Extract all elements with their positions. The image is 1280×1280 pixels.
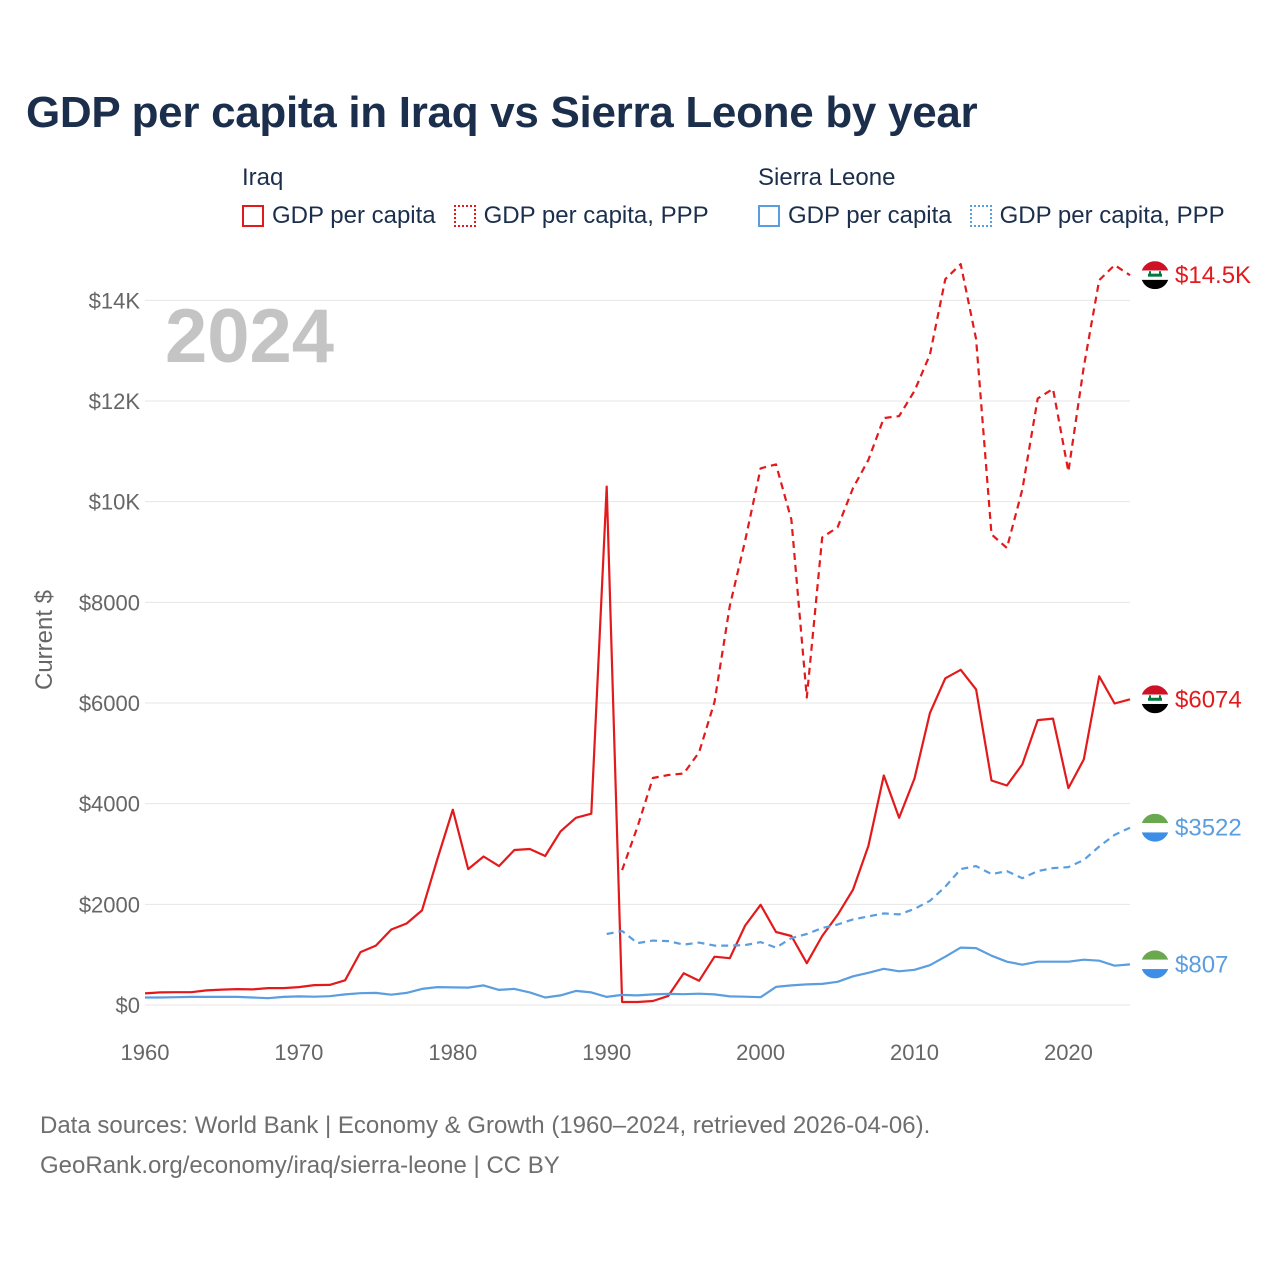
end-value-label: $14.5K <box>1175 262 1251 289</box>
footer-attribution: GeoRank.org/economy/iraq/sierra-leone | … <box>40 1152 560 1179</box>
series-line <box>621 263 1131 871</box>
sierra-leone-flag-icon <box>1141 950 1169 979</box>
legend-item-sierra-leone-ppp[interactable]: GDP per capita, PPP <box>969 202 1225 230</box>
line-chart: 2024 $0$2000$4000$6000$8000$10K$12K$14K … <box>31 261 1251 1065</box>
legend-country-iraq: Iraq <box>242 164 284 191</box>
end-value-label: $3522 <box>1175 815 1242 842</box>
x-axis-ticks: 1960 1970 1980 1990 2000 2010 2020 <box>121 1040 1093 1065</box>
x-tick-label: 2010 <box>890 1040 939 1065</box>
y-axis-label: Current $ <box>31 590 58 690</box>
legend-iraq: Iraq GDP per capita GDP per capita, PPP <box>242 164 709 230</box>
legend-label-sierra-leone-gdp: GDP per capita <box>788 202 952 229</box>
y-tick-label: $6000 <box>79 691 140 716</box>
legend-label-sierra-leone-ppp: GDP per capita, PPP <box>999 202 1225 229</box>
x-tick-label: 1990 <box>582 1040 631 1065</box>
series-line <box>145 946 1131 1000</box>
year-watermark: 2024 <box>165 294 334 379</box>
footer-sources: Data sources: World Bank | Economy & Gro… <box>40 1112 931 1139</box>
legend-country-sierra-leone: Sierra Leone <box>758 164 896 191</box>
y-tick-label: $14K <box>89 288 141 313</box>
y-axis-ticks: $0 $2000 $4000 $6000 $8000 $10K $12K $14K <box>79 288 141 1018</box>
series-line <box>144 485 1131 1004</box>
legend-item-sierra-leone-gdp[interactable]: GDP per capita <box>758 202 952 230</box>
iraq-flag-icon <box>1141 261 1169 290</box>
legend-item-iraq-gdp[interactable]: GDP per capita <box>242 202 436 230</box>
x-tick-label: 2000 <box>736 1040 785 1065</box>
legend-label-iraq-ppp: GDP per capita, PPP <box>483 202 709 229</box>
end-value-label: $6074 <box>1175 686 1242 713</box>
iraq-flag-icon <box>1141 685 1169 714</box>
end-value-label: $807 <box>1175 951 1228 978</box>
y-tick-label: $2000 <box>79 892 140 917</box>
y-tick-label: $10K <box>89 490 141 515</box>
x-tick-label: 1960 <box>121 1040 170 1065</box>
series-line <box>606 826 1131 949</box>
legend-swatch-sierra-leone-gdp <box>758 205 780 227</box>
y-tick-label: $8000 <box>79 590 140 615</box>
sierra-leone-flag-icon <box>1141 813 1169 842</box>
series-lines <box>144 263 1131 1004</box>
y-tick-label: $12K <box>89 389 141 414</box>
legend-swatch-sierra-leone-ppp <box>969 205 992 227</box>
legend-item-iraq-ppp[interactable]: GDP per capita, PPP <box>453 202 709 230</box>
footer: Data sources: World Bank | Economy & Gro… <box>40 1106 930 1186</box>
y-tick-label: $4000 <box>79 792 140 817</box>
x-tick-label: 1980 <box>428 1040 477 1065</box>
end-labels: $14.5K $6074 $3522 $807 <box>1141 261 1251 979</box>
legend-swatch-iraq-gdp <box>242 205 264 227</box>
y-tick-label: $0 <box>116 993 140 1018</box>
grid-lines <box>145 299 1130 1006</box>
legend-label-iraq-gdp: GDP per capita <box>272 202 436 229</box>
x-tick-label: 2020 <box>1044 1040 1093 1065</box>
legend-sierra-leone: Sierra Leone GDP per capita GDP per capi… <box>758 164 1225 230</box>
chart-title: GDP per capita in Iraq vs Sierra Leone b… <box>26 88 978 137</box>
legend-swatch-iraq-ppp <box>453 205 476 227</box>
x-tick-label: 1970 <box>274 1040 323 1065</box>
